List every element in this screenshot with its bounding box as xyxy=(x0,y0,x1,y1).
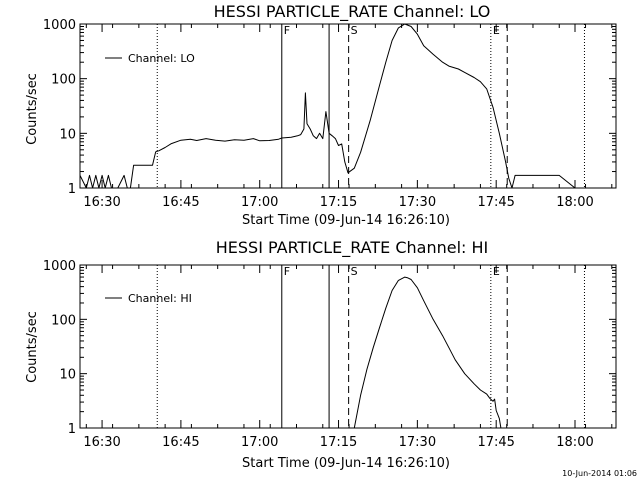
x-tick-label: 17:30 xyxy=(399,195,436,210)
y-tick-label: 10 xyxy=(59,127,76,142)
marker-label: E xyxy=(493,24,500,37)
y-tick-label: 100 xyxy=(51,73,76,88)
y-axis-label: Counts/sec xyxy=(25,311,40,383)
marker-label: F xyxy=(284,24,290,37)
x-tick-label: 16:30 xyxy=(83,435,120,450)
x-tick-label: 17:30 xyxy=(399,435,436,450)
y-tick-label: 100 xyxy=(51,313,76,328)
plot-frame xyxy=(79,264,617,429)
x-tick-label: 16:30 xyxy=(83,195,120,210)
x-axis-label: Start Time (09-Jun-14 16:26:10) xyxy=(242,213,450,228)
x-tick-label: 17:15 xyxy=(320,435,357,450)
x-tick-label: 17:15 xyxy=(320,195,357,210)
x-tick-label: 17:00 xyxy=(241,435,278,450)
chart-panel-hi: HESSI PARTICLE_RATE Channel: HI Start Ti… xyxy=(25,238,617,471)
y-tick-label: 1000 xyxy=(43,18,76,33)
y-tick-label: 1 xyxy=(68,182,76,197)
x-tick-label: 17:00 xyxy=(241,195,278,210)
chart-title: HESSI PARTICLE_RATE Channel: LO xyxy=(214,2,491,22)
x-tick-label: 16:45 xyxy=(162,195,199,210)
y-tick-label: 1000 xyxy=(43,259,76,274)
legend-label: Channel: HI xyxy=(128,292,192,305)
x-tick-label: 18:00 xyxy=(556,195,593,210)
y-axis-label: Counts/sec xyxy=(25,73,40,145)
x-tick-label: 17:45 xyxy=(477,195,514,210)
x-tick-label: 17:45 xyxy=(477,435,514,450)
x-tick-label: 16:45 xyxy=(162,435,199,450)
chart-title: HESSI PARTICLE_RATE Channel: HI xyxy=(216,238,489,258)
marker-label: S xyxy=(351,265,358,278)
y-tick-label: 1 xyxy=(68,422,76,437)
timestamp: 10-Jun-2014 01:06 xyxy=(562,469,637,478)
x-axis-label: Start Time (09-Jun-14 16:26:10) xyxy=(242,456,450,471)
x-tick-label: 18:00 xyxy=(556,435,593,450)
chart-panel-lo: HESSI PARTICLE_RATE Channel: LO Start Ti… xyxy=(25,2,617,228)
plot-frame xyxy=(79,23,617,189)
marker-label: S xyxy=(351,24,358,37)
series-line xyxy=(79,23,616,189)
marker-label: E xyxy=(493,265,500,278)
marker-label: F xyxy=(284,265,290,278)
series-line xyxy=(353,276,502,429)
legend-label: Channel: LO xyxy=(128,52,195,65)
y-tick-label: 10 xyxy=(59,368,76,383)
